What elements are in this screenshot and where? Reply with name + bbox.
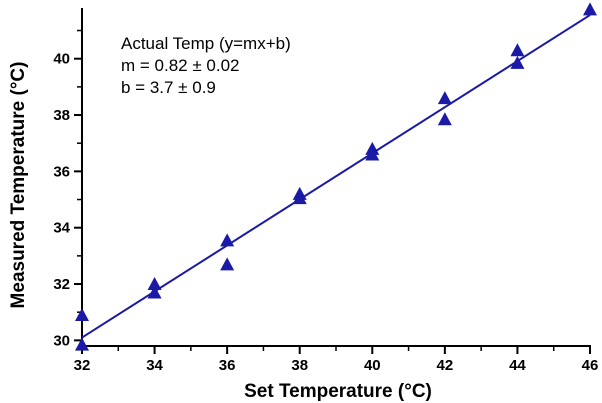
y-axis-title: Measured Temperature (°C) <box>8 62 29 309</box>
data-point-triangle <box>147 285 162 299</box>
y-tick-label: 32 <box>53 276 70 293</box>
y-tick-label: 34 <box>53 220 70 237</box>
data-point-triangle <box>510 55 525 69</box>
y-tick-label: 30 <box>53 332 70 349</box>
x-tick-label: 32 <box>74 357 91 374</box>
annotation-line-1: Actual Temp (y=mx+b) <box>121 34 291 53</box>
y-tick-label: 38 <box>53 107 70 124</box>
data-point-triangle <box>220 257 235 271</box>
chart-fit-line-group <box>81 14 591 339</box>
fit-line <box>81 14 591 339</box>
data-point-triangle <box>510 43 525 57</box>
data-point-triangle <box>75 308 89 322</box>
data-point-triangle <box>583 2 597 16</box>
y-tick-label: 40 <box>53 51 70 68</box>
data-point-triangle <box>147 277 162 291</box>
x-tick-label: 44 <box>509 357 526 374</box>
data-point-triangle <box>75 337 89 351</box>
x-tick-label: 40 <box>364 357 381 374</box>
annotation-line-2: m = 0.82 ± 0.02 <box>121 56 240 75</box>
data-point-triangle <box>220 233 235 247</box>
x-tick-label: 36 <box>219 357 236 374</box>
y-tick-label: 36 <box>53 163 70 180</box>
chart-points <box>75 2 597 351</box>
data-point-triangle <box>437 112 452 126</box>
x-tick-label: 38 <box>291 357 308 374</box>
x-axis-title: Set Temperature (°C) <box>244 381 432 402</box>
x-tick-label: 34 <box>146 357 163 374</box>
x-tick-label: 46 <box>582 357 599 374</box>
data-point-triangle <box>437 91 452 105</box>
data-point-triangle <box>365 147 380 161</box>
data-point-triangle <box>292 191 307 205</box>
chart-ticks <box>74 29 591 354</box>
x-tick-label: 42 <box>437 357 454 374</box>
annotation-line-3: b = 3.7 ± 0.9 <box>121 78 216 97</box>
fit-annotation: Actual Temp (y=mx+b) m = 0.82 ± 0.02 b =… <box>121 34 291 97</box>
